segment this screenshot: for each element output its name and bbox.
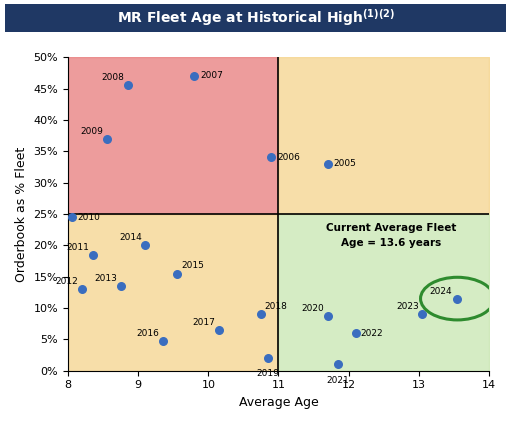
Point bbox=[352, 330, 360, 337]
Point bbox=[453, 295, 461, 302]
Text: 2022: 2022 bbox=[361, 329, 383, 338]
Point bbox=[67, 214, 76, 220]
Point bbox=[264, 355, 272, 362]
Text: MR Fleet Age at Historical High$^{\mathbf{(1)(2)}}$: MR Fleet Age at Historical High$^{\mathb… bbox=[117, 7, 394, 28]
Point bbox=[103, 135, 111, 142]
Text: 2017: 2017 bbox=[193, 318, 215, 327]
Point bbox=[418, 311, 426, 318]
Point bbox=[215, 326, 223, 333]
Text: 2005: 2005 bbox=[333, 159, 356, 168]
Text: Current Average Fleet
Age = 13.6 years: Current Average Fleet Age = 13.6 years bbox=[326, 223, 456, 248]
X-axis label: Average Age: Average Age bbox=[239, 396, 318, 409]
Point bbox=[117, 283, 125, 290]
Text: 2012: 2012 bbox=[56, 277, 79, 286]
Text: 2024: 2024 bbox=[429, 287, 452, 296]
Text: 2018: 2018 bbox=[265, 302, 287, 311]
Point bbox=[124, 82, 132, 89]
Point bbox=[334, 361, 342, 368]
Point bbox=[88, 251, 97, 258]
Text: 2021: 2021 bbox=[327, 376, 350, 385]
Text: 2016: 2016 bbox=[136, 329, 159, 338]
Point bbox=[323, 160, 332, 167]
Point bbox=[141, 242, 149, 249]
Text: 2020: 2020 bbox=[301, 304, 324, 312]
Point bbox=[267, 154, 275, 161]
Point bbox=[78, 286, 86, 293]
Text: 2008: 2008 bbox=[101, 73, 124, 82]
Text: 2009: 2009 bbox=[80, 127, 103, 136]
Text: 2015: 2015 bbox=[182, 262, 204, 271]
Point bbox=[323, 312, 332, 319]
Text: 2010: 2010 bbox=[77, 212, 100, 222]
Text: 2014: 2014 bbox=[119, 233, 142, 242]
Text: 2023: 2023 bbox=[396, 302, 419, 311]
Text: 2011: 2011 bbox=[66, 243, 89, 252]
Point bbox=[158, 337, 167, 344]
Y-axis label: Orderbook as % Fleet: Orderbook as % Fleet bbox=[15, 146, 28, 282]
Text: 2006: 2006 bbox=[277, 153, 300, 162]
Point bbox=[257, 311, 265, 318]
Text: 2013: 2013 bbox=[94, 274, 117, 283]
Point bbox=[190, 73, 198, 79]
Text: 2019: 2019 bbox=[257, 369, 280, 378]
Text: 2007: 2007 bbox=[200, 72, 223, 81]
Point bbox=[173, 270, 181, 277]
